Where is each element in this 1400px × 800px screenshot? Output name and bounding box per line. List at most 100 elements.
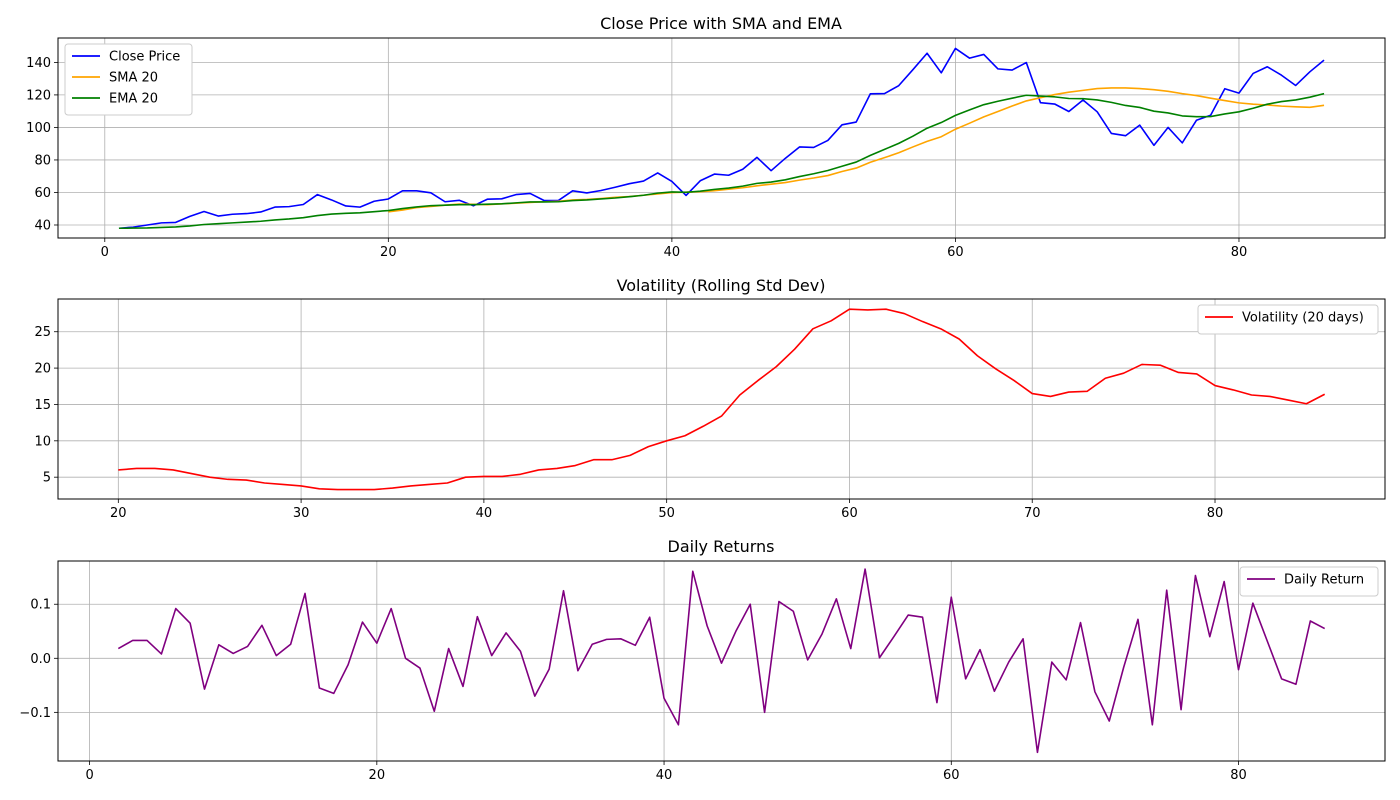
close-price-title: Close Price with SMA and EMA [600,14,842,33]
ema-20-data-point [1167,112,1169,114]
volatility-20-days-data-point [172,469,174,471]
volatility-title: Volatility (Rolling Std Dev) [617,276,826,295]
volatility-20-days-data-point [958,338,960,340]
ema-20-data-point [756,182,758,184]
volatility-x-tick-label: 80 [1207,506,1224,521]
sma-20-data-point [841,170,843,172]
ema-20-data-point [1252,107,1254,109]
volatility-20-days-data-point [665,440,667,442]
volatility-20-days-data-point [428,483,430,485]
volatility-20-days-data-point [1031,392,1033,394]
close-price-data-point [203,210,205,212]
volatility-20-days-data-point [519,473,521,475]
daily-return-data-point [993,690,995,692]
daily-return-data-point [519,650,521,652]
ema-20-data-point [373,210,375,212]
close-price-data-point [657,172,659,174]
volatility-20-days-series-line [118,308,1326,491]
close-price-data-point [1110,132,1112,134]
close-price-data-point [784,157,786,159]
close-price-data-point [231,213,233,215]
ema-20-data-point [883,148,885,150]
sma-20-data-point [1252,103,1254,105]
volatility-20-days-data-point [318,488,320,490]
close-price-data-point [458,199,460,201]
volatility-20-days-data-point [885,308,887,310]
ema-20-data-point [302,216,304,218]
close-price-data-point [415,190,417,192]
ema-20-data-point [600,198,602,200]
close-price-legend-label: Close Price [109,50,180,65]
volatility-20-days-data-point [245,479,247,481]
ema-20-data-point [529,201,531,203]
close-price-data-point [515,193,517,195]
volatility-panel: Volatility (Rolling Std Dev) 20 30 40 50 60 7… [34,276,1386,521]
daily-returns-axes-frame [57,560,1386,762]
volatility-20-days-data-point [1269,395,1271,397]
daily-return-data-point [1323,627,1325,629]
volatility-20-days-data-point [702,425,704,427]
daily-returns-y-tick-label: −0.1 [19,706,51,721]
volatility-20-days-data-point [1323,393,1325,395]
ema-20-data-point [486,203,488,205]
daily-return-data-point [1194,574,1196,576]
volatility-20-days-data-point [1049,395,1051,397]
ema-20-legend-label: EMA 20 [109,92,158,107]
close-price-data-point [954,47,956,49]
volatility-axes-frame [57,298,1386,500]
daily-returns-legend: Daily Return [1239,566,1379,597]
volatility-legend-box [1197,304,1379,335]
close-price-x-tick-label: 60 [947,245,964,260]
daily-return-series-line [117,568,1326,754]
close-price-data-point [330,199,332,201]
daily-return-data-point [175,607,177,609]
volatility-20-days-data-point [556,467,558,469]
ema-20-series-line [118,92,1325,230]
ema-20-data-point [954,114,956,116]
ema-20-data-point [430,204,432,206]
ema-20-data-point [1039,95,1041,97]
close-price-y-tick-label: 60 [34,186,51,201]
ema-20-data-point [118,227,120,229]
close-price-data-point [1280,74,1282,76]
close-price-data-point [288,205,290,207]
daily-returns-title: Daily Returns [668,537,775,556]
daily-returns-y-tick-label: 0.1 [30,598,51,613]
ema-20-data-point [685,191,687,193]
close-price-x-tick-label: 40 [664,245,681,260]
volatility-20-days-data-point [1287,399,1289,401]
close-price-data-point [1025,61,1027,63]
ema-20-data-point [415,206,417,208]
volatility-20-days-data-point [940,328,942,330]
close-price-data-point [600,189,602,191]
volatility-legend: Volatility (20 days) [1197,304,1379,335]
close-price-data-point [756,156,758,158]
ema-20-data-point [812,173,814,175]
daily-return-data-point [950,596,952,598]
close-price-data-point [430,192,432,194]
daily-returns-x-tick-label: 60 [943,768,960,783]
daily-return-data-point [1065,679,1067,681]
ema-20-data-point [586,199,588,201]
volatility-y-tick-label: 25 [34,325,51,340]
sma-20-data-point [1082,89,1084,91]
volatility-20-days-data-point [720,415,722,417]
volatility-20-days-data-point [117,469,119,471]
daily-return-data-point [218,644,220,646]
daily-return-data-point [1252,602,1254,604]
close-price-data-point [883,92,885,94]
close-price-data-point [671,180,673,182]
close-price-y-tick-label: 100 [26,121,51,136]
daily-return-data-point [850,647,852,649]
ema-20-data-point [940,121,942,123]
close-price-data-point [713,173,715,175]
sma-20-data-point [1068,91,1070,93]
daily-return-data-point [778,600,780,602]
ema-20-data-point [330,213,332,215]
ema-20-data-point [1110,101,1112,103]
close-price-data-point [968,57,970,59]
sma-20-data-point [1124,87,1126,89]
sma-20-data-point [1167,90,1169,92]
